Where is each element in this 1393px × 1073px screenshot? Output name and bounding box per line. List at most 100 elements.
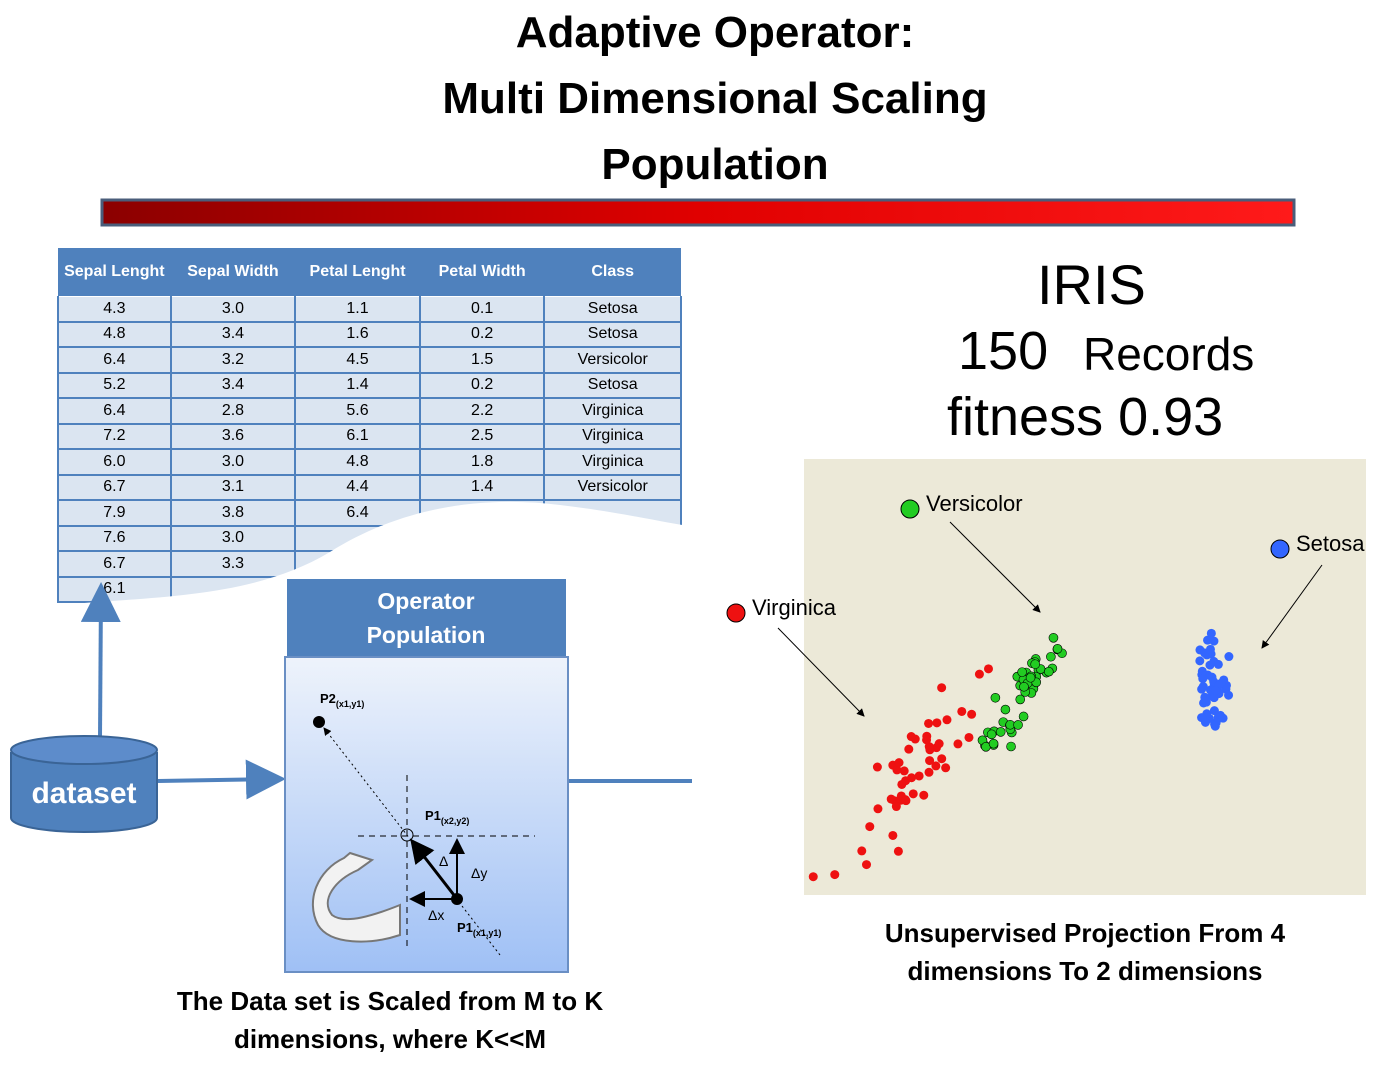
table-cell: Versicolor <box>543 346 682 374</box>
scatter-dot <box>937 754 947 764</box>
delta-label: Δx <box>428 907 444 923</box>
table-row: 7.2 3.6 6.1 2.5 Virginica <box>57 423 682 450</box>
legend: Versicolor Setosa Virginica <box>726 491 1365 623</box>
arrow <box>80 582 121 739</box>
legend-label: Virginica <box>752 595 837 620</box>
table-cell: 3.4 <box>169 321 297 348</box>
scatter-dot <box>1209 693 1219 703</box>
scatter-dot <box>1006 741 1016 752</box>
table-cell: 5.6 <box>294 397 421 425</box>
point <box>313 716 325 728</box>
label: (x2,y2) <box>441 816 470 826</box>
legend-marker <box>726 603 746 623</box>
title-word: Operator <box>377 588 474 614</box>
label: (x1,y1) <box>473 928 502 938</box>
operator-header <box>287 579 566 657</box>
table-cell: 1.8 <box>418 448 546 476</box>
scatter-dot <box>1224 652 1234 662</box>
cylinder-top <box>10 735 158 765</box>
curved-arrow <box>311 851 401 943</box>
scatter-dot <box>957 706 967 716</box>
scatter-dot <box>924 718 934 728</box>
scatter-dot <box>941 763 951 773</box>
table-cell: 3.3 <box>169 550 297 578</box>
scatter-dot <box>922 735 932 745</box>
records-label: Records <box>1083 328 1255 380</box>
scatter-dot <box>891 802 901 812</box>
table-cell: 5.2 <box>57 372 172 399</box>
scatter-dot <box>1209 636 1219 646</box>
table-cell: 3.0 <box>169 525 297 552</box>
table-cell: 6.0 <box>57 448 172 476</box>
scatter-dot <box>1210 721 1220 731</box>
table-cell: 3.0 <box>169 296 297 323</box>
scatter-dot <box>1013 720 1023 730</box>
table-cell: 4.8 <box>294 448 421 476</box>
table-cell: Virginica <box>543 397 682 425</box>
scatter-dot <box>906 732 916 742</box>
scatter-dot <box>995 727 1006 737</box>
scatter-dot <box>907 773 917 783</box>
table-cell: 3.2 <box>169 346 297 374</box>
scatter-dot <box>908 789 918 799</box>
title-line: Multi Dimensional Scaling <box>442 74 988 123</box>
scatter-dot <box>914 771 924 781</box>
table-cell: 1.6 <box>294 321 421 348</box>
data-table: Sepal Lenght Sepal Width Petal Lenght Petal… <box>57 248 682 603</box>
table-cell: 4.3 <box>57 296 172 323</box>
scatter-dot <box>1044 666 1054 677</box>
header-cell: Petal Lenght <box>295 248 420 297</box>
title-line: Population <box>601 140 829 189</box>
legend-label: Versicolor <box>926 491 1023 516</box>
scatter-dot <box>1210 686 1220 696</box>
scatter-dot <box>886 794 896 804</box>
table-cell: 4.8 <box>57 321 172 348</box>
scatter-dot <box>892 765 902 775</box>
table-cell: 3.6 <box>169 423 297 450</box>
point-label: P1(x1,y1) <box>457 920 501 938</box>
header-cell: Sepal Width <box>170 248 296 297</box>
table-cell: 6.7 <box>57 550 172 578</box>
table-cell: 0.1 <box>418 296 546 323</box>
scatter-points <box>808 628 1234 882</box>
table-cell: 4.5 <box>294 346 421 374</box>
table-cell: 7.9 <box>57 499 172 527</box>
pointer <box>777 627 865 717</box>
legend-marker <box>900 499 920 519</box>
legend-label: Setosa <box>1296 531 1365 556</box>
scatter-dot <box>865 822 875 832</box>
scatter-dot <box>974 669 984 679</box>
table-cell: 0.2 <box>418 321 546 348</box>
scatter-dot <box>934 739 944 749</box>
scatter-dot <box>904 744 914 754</box>
scatter-dot <box>857 846 867 856</box>
scatter-dot <box>873 804 883 814</box>
table-row: 4.3 3.0 1.1 0.1 Setosa <box>57 296 682 323</box>
table-row: 4.8 3.4 1.6 0.2 Setosa <box>57 321 682 348</box>
table-cell: 3.4 <box>169 372 297 399</box>
scatter-dot <box>1015 694 1026 705</box>
scatter-dot <box>1046 651 1056 662</box>
scatter-dot <box>988 738 999 749</box>
scatter-dot <box>1205 644 1215 654</box>
scatter-dot <box>1048 633 1059 643</box>
table-row: 5.2 3.4 1.4 0.2 Setosa <box>57 372 682 399</box>
scatter-dot <box>1197 666 1207 676</box>
scatter-dot <box>1030 659 1040 670</box>
cylinder <box>10 752 158 833</box>
scatter-dot <box>862 860 872 870</box>
table-cell: 2.5 <box>418 423 546 450</box>
table-cell: 1.5 <box>418 346 546 374</box>
scatter-dot <box>932 718 942 728</box>
scatter-dot <box>925 756 935 766</box>
scatter-dot <box>894 758 904 768</box>
title-line: Adaptive Operator: <box>515 8 915 57</box>
scatter-dot <box>986 729 997 740</box>
scatter-dot <box>893 846 903 856</box>
scatter-dot <box>919 790 929 800</box>
table-cell: 2.8 <box>169 397 297 425</box>
legend-marker <box>1270 539 1290 559</box>
iris-name: IRIS <box>1037 253 1146 316</box>
table-cell: 0.2 <box>418 372 546 399</box>
